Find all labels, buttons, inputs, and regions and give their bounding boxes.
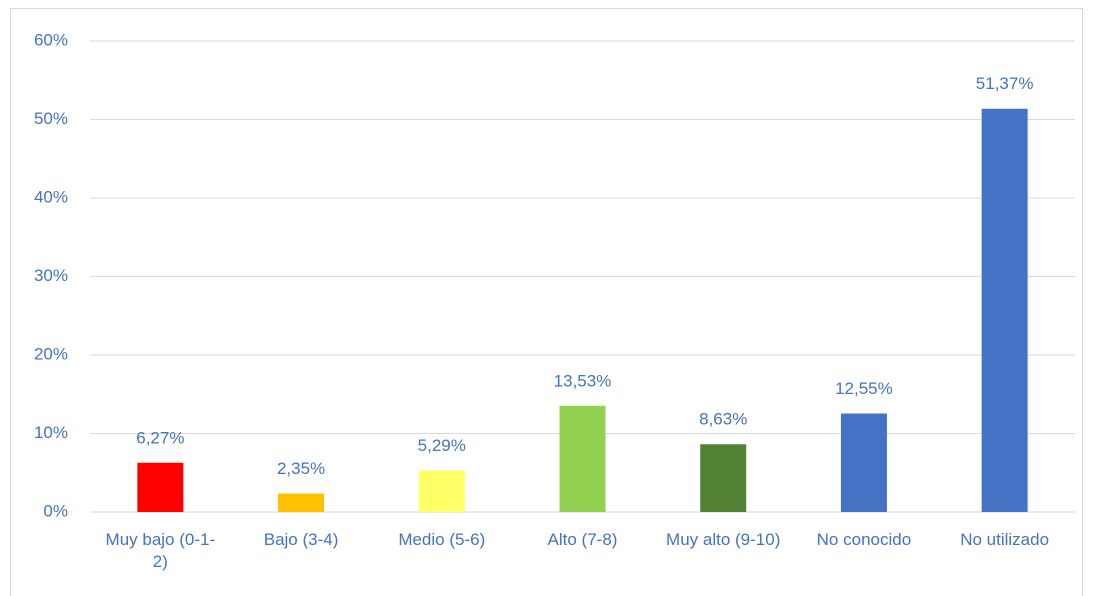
y-tick-label: 60%	[34, 30, 68, 49]
bar	[137, 462, 184, 512]
chart-border	[10, 8, 1083, 596]
y-tick-label: 10%	[34, 423, 68, 442]
value-label: 8,63%	[699, 410, 747, 429]
value-label: 2,35%	[277, 459, 325, 478]
y-tick-label: 20%	[34, 344, 68, 363]
value-label: 13,53%	[554, 371, 612, 390]
y-tick-label: 40%	[34, 187, 68, 206]
x-tick-label: Muy alto (9-10)	[666, 530, 781, 549]
bar	[418, 470, 465, 512]
value-label: 12,55%	[835, 379, 893, 398]
bar	[981, 108, 1028, 513]
value-label: 6,27%	[136, 428, 184, 447]
y-tick-label: 0%	[43, 501, 68, 520]
y-tick-label: 50%	[34, 109, 68, 128]
bar	[700, 444, 747, 512]
x-tick-label: Alto (7-8)	[547, 530, 618, 549]
y-tick-label: 30%	[34, 266, 68, 285]
x-tick-label: Bajo (3-4)	[263, 530, 339, 549]
bar	[559, 405, 606, 512]
x-tick-label: No conocido	[816, 530, 912, 549]
value-label: 5,29%	[418, 436, 466, 455]
x-tick-label: Muy bajo (0-1-2)	[105, 530, 216, 571]
bar	[278, 493, 325, 512]
x-tick-label: Medio (5-6)	[398, 530, 486, 549]
value-label: 51,37%	[976, 74, 1034, 93]
bar	[840, 413, 887, 512]
x-tick-label: No utilizado	[960, 530, 1050, 549]
